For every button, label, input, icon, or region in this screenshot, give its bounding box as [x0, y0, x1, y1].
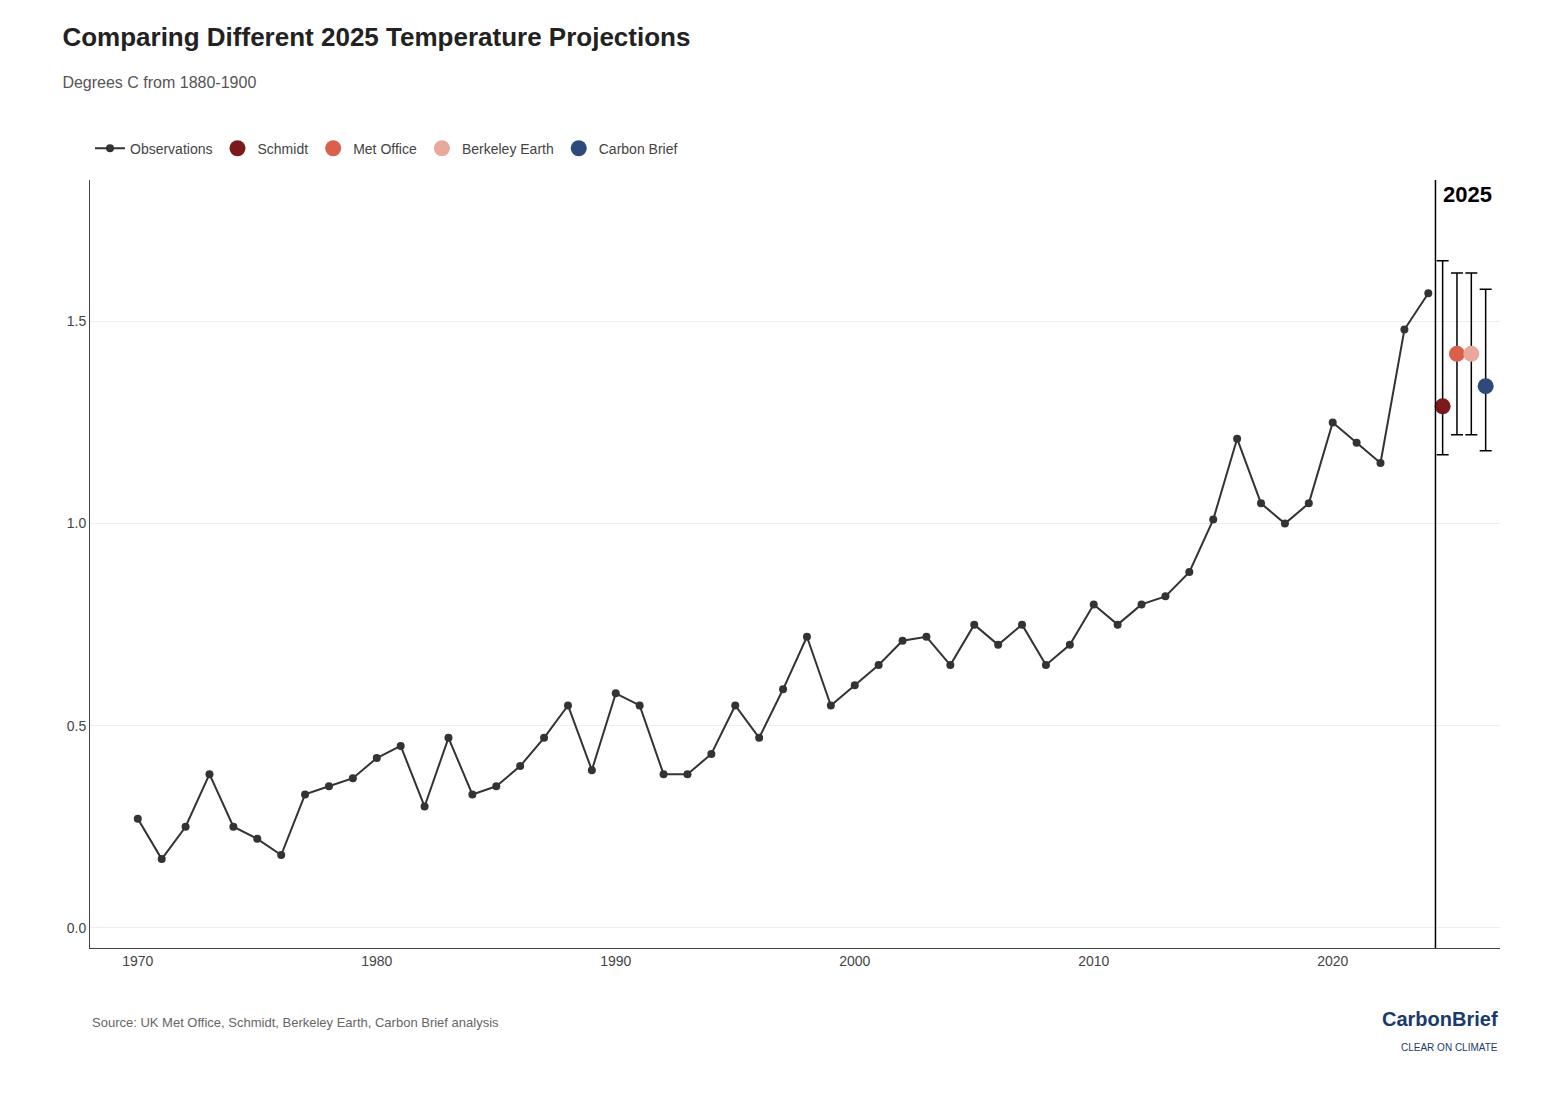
svg-text:Met Office: Met Office	[353, 141, 417, 157]
svg-text:2010: 2010	[1078, 953, 1109, 969]
svg-text:Comparing Different 2025 Tempe: Comparing Different 2025 Temperature Pro…	[62, 22, 690, 52]
svg-text:1980: 1980	[361, 953, 392, 969]
svg-text:2000: 2000	[839, 953, 870, 969]
svg-text:1970: 1970	[122, 953, 153, 969]
svg-text:0.0: 0.0	[67, 920, 87, 936]
svg-text:CarbonBrief: CarbonBrief	[1382, 1008, 1498, 1030]
svg-text:1.0: 1.0	[67, 515, 87, 531]
svg-text:Degrees C from 1880-1900: Degrees C from 1880-1900	[62, 74, 256, 91]
svg-text:Schmidt: Schmidt	[257, 141, 308, 157]
svg-text:Carbon Brief: Carbon Brief	[599, 141, 678, 157]
svg-text:0.5: 0.5	[67, 718, 87, 734]
svg-text:1.5: 1.5	[67, 313, 87, 329]
svg-text:2020: 2020	[1317, 953, 1348, 969]
svg-text:Source: UK Met Office, Schmidt: Source: UK Met Office, Schmidt, Berkeley…	[92, 1015, 499, 1030]
svg-text:Observations: Observations	[130, 141, 212, 157]
svg-text:CLEAR ON CLIMATE: CLEAR ON CLIMATE	[1401, 1042, 1498, 1053]
svg-text:2025: 2025	[1443, 182, 1492, 207]
svg-text:Berkeley Earth: Berkeley Earth	[462, 141, 554, 157]
svg-text:1990: 1990	[600, 953, 631, 969]
